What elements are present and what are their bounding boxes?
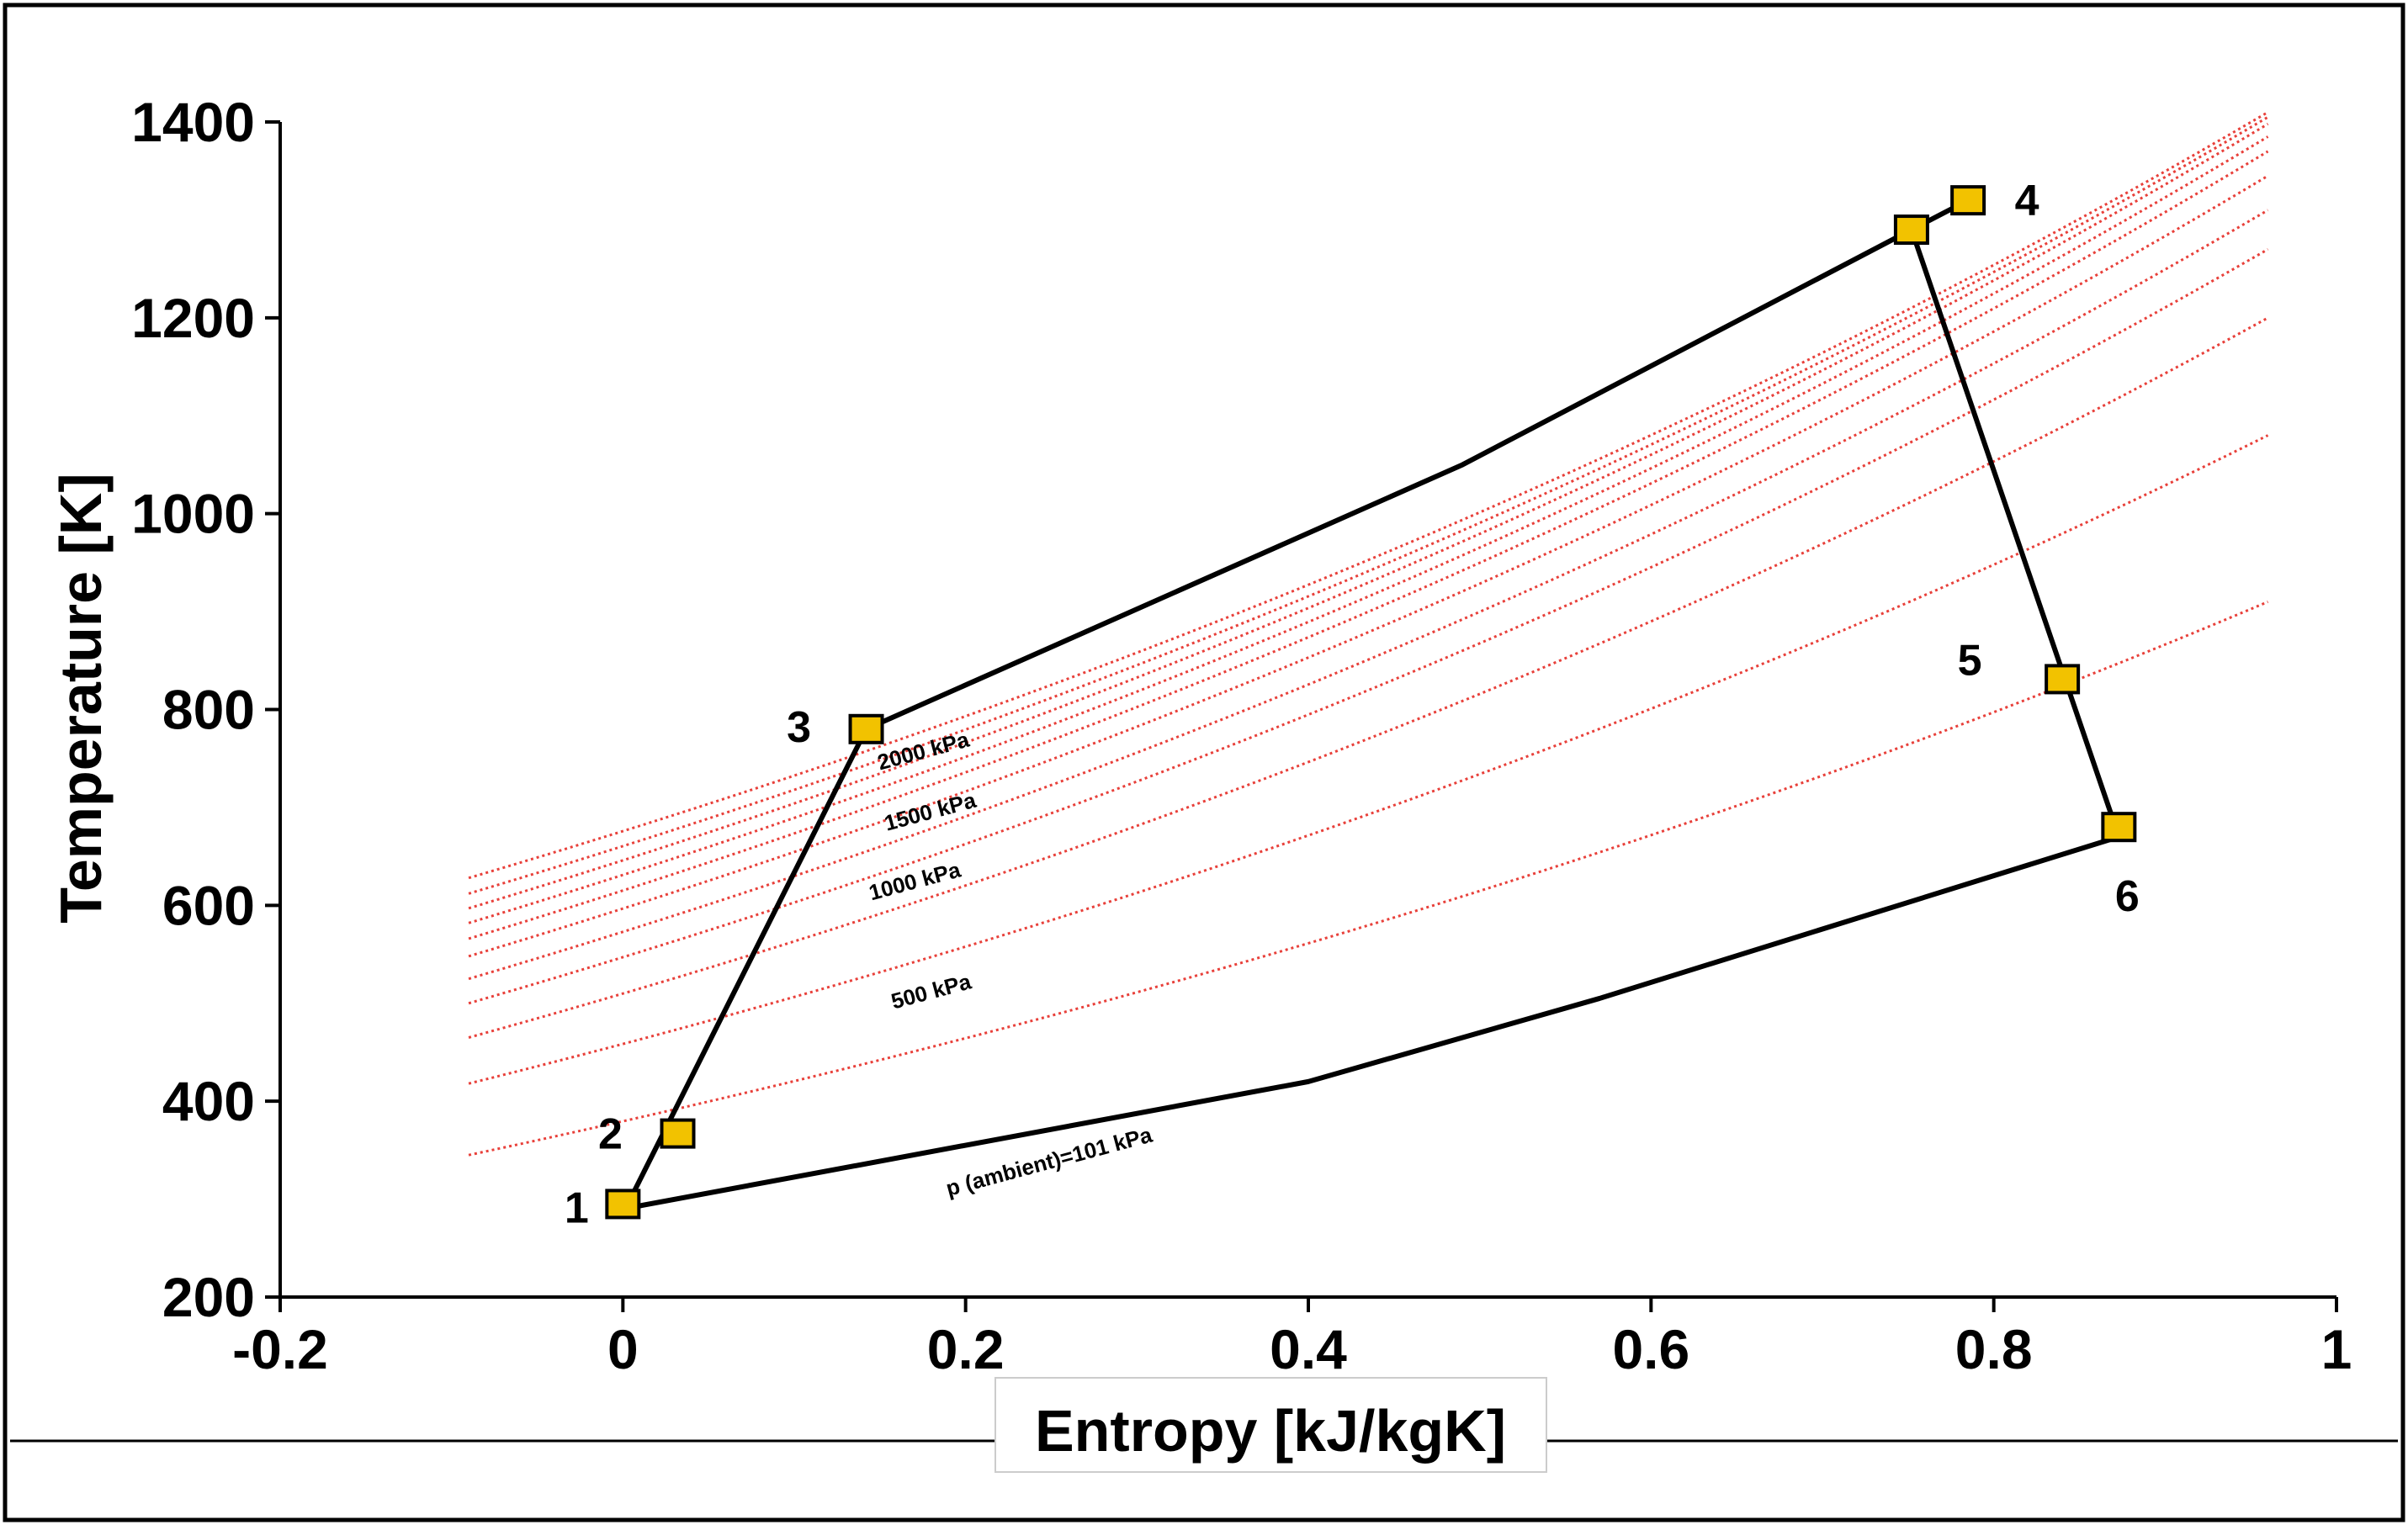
isobar-annotation: p (ambient)=101 kPa	[943, 1122, 1155, 1201]
outer-frame	[3, 3, 2405, 1522]
isobar-line-0	[468, 601, 2269, 1157]
point-label-5: 5	[1958, 636, 1982, 685]
isobar-line-10	[468, 111, 2269, 880]
point-label-2: 2	[598, 1110, 623, 1159]
axes-layer: -0.2 0 0.2 0.4 0.6 0.8 12004006008001000120014…	[131, 91, 2352, 1380]
data-point-marker	[1950, 185, 1986, 216]
isobar-annotation: 1500 kPa	[882, 787, 979, 836]
isobar-line-5	[468, 174, 2269, 958]
point-label-layer: 12 3 4 5 6	[565, 177, 2140, 1232]
x-tick-label: -0.2	[232, 1318, 328, 1380]
isobar-line-1	[468, 434, 2269, 1085]
isobar-line-6	[468, 150, 2269, 940]
data-point-marker	[2045, 664, 2081, 695]
marker-layer	[605, 185, 2137, 1220]
y-tick-label: 1200	[131, 287, 255, 349]
isobar-line-7	[468, 135, 2269, 924]
isobar-layer	[468, 111, 2269, 1157]
isobar-line-2	[468, 316, 2269, 1039]
xlabel-box	[994, 1377, 1547, 1473]
y-tick-label: 1000	[131, 483, 255, 545]
data-point-marker	[660, 1118, 696, 1149]
isobar-line-3	[468, 248, 2269, 1005]
x-axis-title: Entropy [kJ/kgK]	[1035, 1398, 1506, 1464]
data-point-marker	[848, 713, 884, 744]
y-tick-label: 400	[162, 1070, 255, 1132]
isobar-annotation: 1000 kPa	[866, 856, 963, 905]
cycle-line	[620, 198, 2122, 1215]
point-label-4: 4	[2015, 177, 2039, 225]
annotation-layer: 2000 kPa 1500 kPa 1000 kPa 500 kPa p (ambien…	[866, 727, 1154, 1201]
x-tick-label: 0.4	[1270, 1318, 1347, 1380]
isobar-annotation: 500 kPa	[888, 968, 974, 1014]
point-label-3: 3	[787, 703, 811, 752]
data-point-marker	[1893, 214, 1929, 246]
isobar-line-9	[468, 115, 2269, 895]
x-tick-label: 0.8	[1955, 1318, 2033, 1380]
cycle-layer	[620, 198, 2122, 1215]
y-tick-label: 1400	[131, 91, 255, 153]
x-tick-label: 0	[607, 1318, 639, 1380]
point-label-6: 6	[2115, 872, 2140, 921]
x-tick-label: 1	[2321, 1318, 2352, 1380]
x-tick-label: 0.6	[1612, 1318, 1689, 1380]
isobar-line-8	[468, 123, 2269, 910]
y-axis-title: Temperature [K]	[48, 473, 114, 923]
x-tick-label: 0.2	[927, 1318, 1005, 1380]
isobar-line-4	[468, 209, 2269, 981]
y-tick-label: 200	[162, 1266, 255, 1328]
data-point-marker	[605, 1189, 641, 1220]
data-point-marker	[2101, 812, 2137, 843]
y-tick-label: 800	[162, 679, 255, 741]
y-tick-label: 600	[162, 874, 255, 936]
point-label-1: 1	[565, 1183, 589, 1232]
isobar-annotation: 2000 kPa	[875, 727, 973, 776]
